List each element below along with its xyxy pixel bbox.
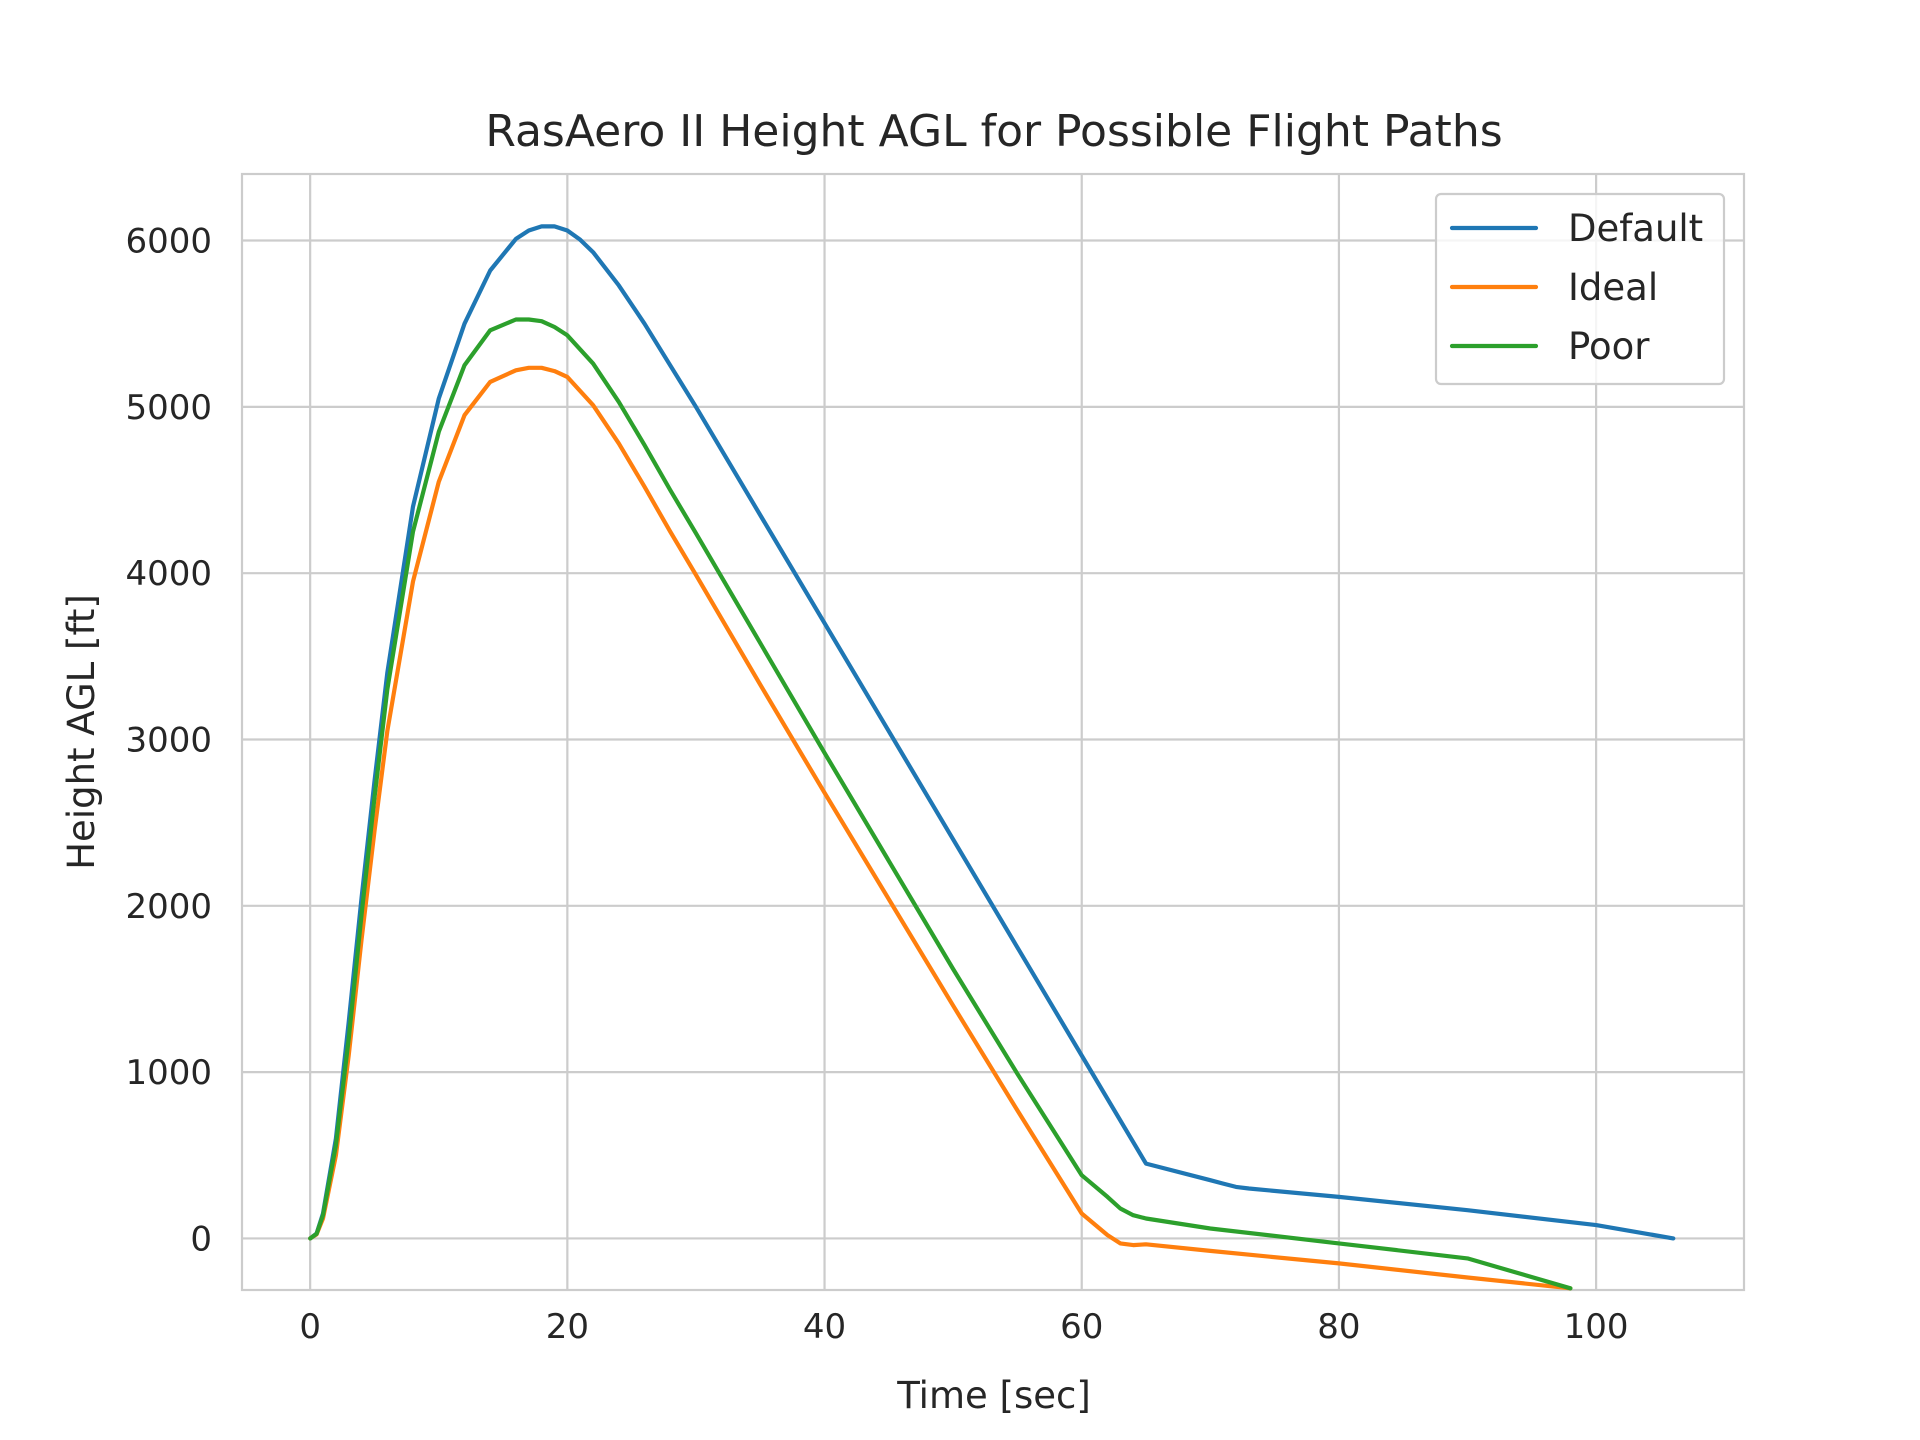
x-tick-label: 0 xyxy=(299,1307,321,1347)
legend-label-poor: Poor xyxy=(1568,325,1650,368)
legend: Default Ideal Poor xyxy=(1434,192,1726,386)
legend-box xyxy=(1434,192,1726,386)
x-tick-label: 20 xyxy=(546,1307,589,1347)
legend-label-default: Default xyxy=(1568,207,1703,250)
y-tick-label: 3000 xyxy=(125,720,212,760)
x-tick-label: 60 xyxy=(1060,1307,1103,1347)
y-tick-label: 4000 xyxy=(125,554,212,594)
y-tick-label: 0 xyxy=(190,1219,212,1259)
x-tick-label: 40 xyxy=(803,1307,846,1347)
y-tick-label: 2000 xyxy=(125,887,212,927)
y-tick-label: 6000 xyxy=(125,222,212,262)
series-line-ideal xyxy=(308,365,1573,1291)
plot-frame xyxy=(240,172,1746,1292)
x-axis-label: Time [sec] xyxy=(896,1374,1091,1417)
x-tick-label: 100 xyxy=(1564,1307,1629,1347)
legend-label-ideal: Ideal xyxy=(1568,266,1658,309)
y-tick-label: 1000 xyxy=(125,1053,212,1093)
x-tick-label: 80 xyxy=(1317,1307,1360,1347)
chart-title: RasAero II Height AGL for Possible Fligh… xyxy=(485,106,1502,157)
series-lines xyxy=(308,224,1676,1291)
series-line-poor xyxy=(308,317,1573,1291)
y-tick-label: 5000 xyxy=(125,388,212,428)
y-axis-label: Height AGL [ft] xyxy=(60,594,103,870)
